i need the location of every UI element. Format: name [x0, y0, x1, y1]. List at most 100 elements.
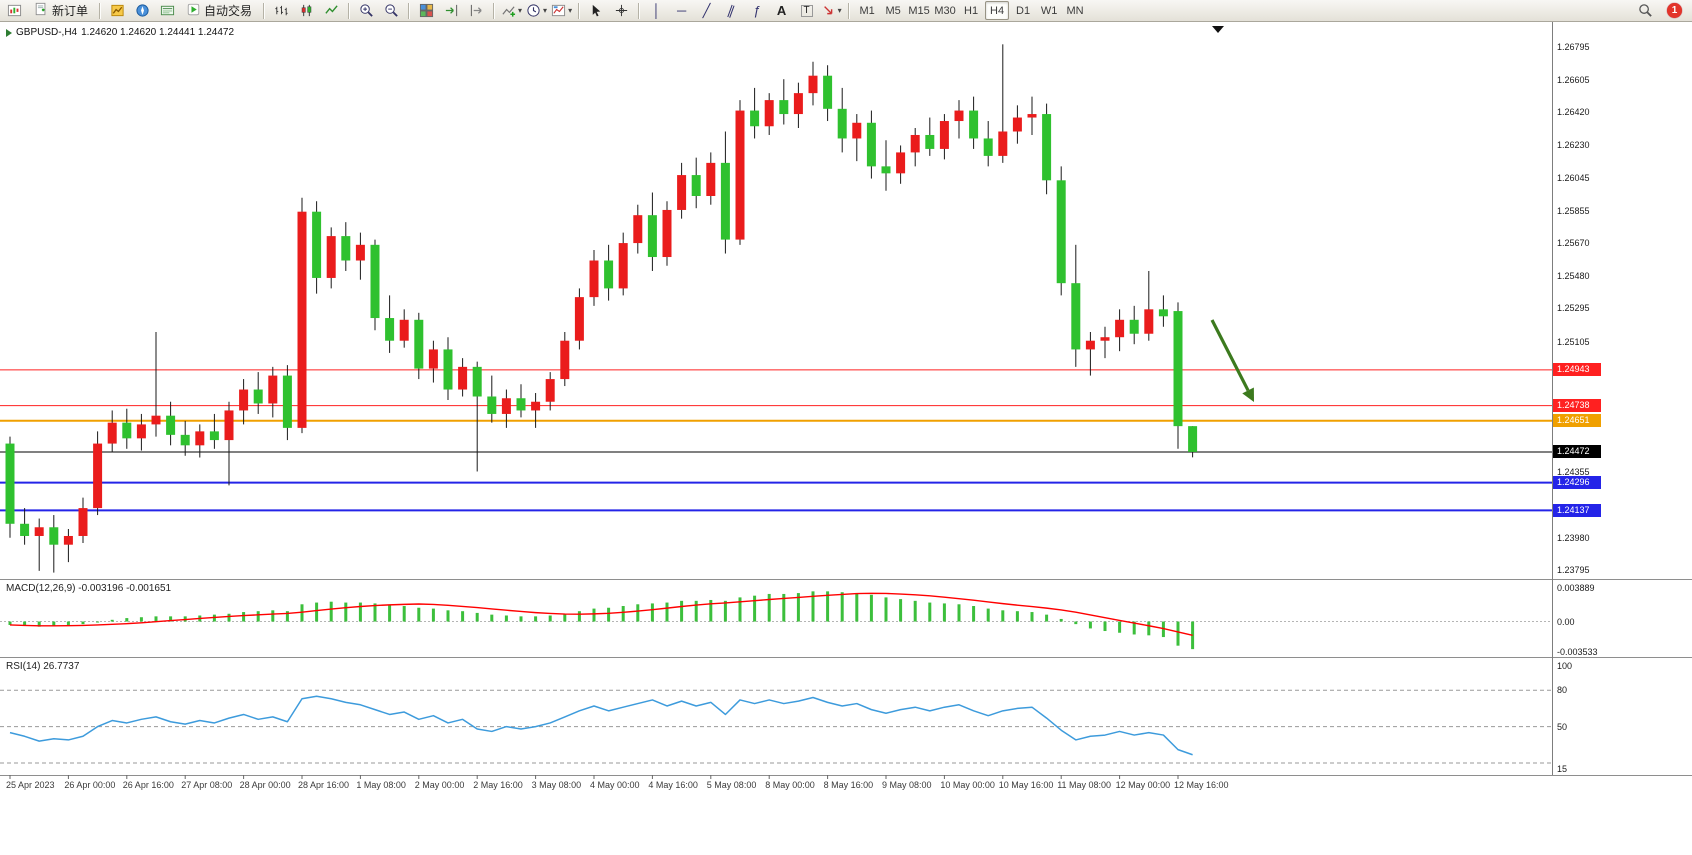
vertical-line-icon[interactable]: │ [652, 3, 661, 18]
macd-histogram [8, 591, 1195, 650]
tile-windows-icon[interactable] [415, 0, 438, 21]
trendline-icon[interactable]: ╱ [702, 3, 711, 18]
candle-body [326, 236, 336, 278]
candle-body [5, 443, 15, 524]
search-icon[interactable] [1634, 0, 1657, 21]
candle-body [385, 318, 395, 341]
text-label-icon[interactable]: T [795, 0, 818, 21]
candle-body [268, 375, 278, 404]
candle-body [78, 508, 88, 536]
autotrading-button[interactable]: 自动交易 [181, 1, 258, 20]
candle-body [312, 211, 322, 278]
chart-stage: GBPUSD-,H4 1.24620 1.24620 1.24441 1.244… [0, 22, 1692, 855]
candle-body [20, 523, 30, 536]
rsi-line [9, 695, 1193, 756]
separator [408, 2, 411, 19]
timeframe-w1-button[interactable]: W1 [1037, 1, 1061, 20]
auto-scroll-icon[interactable] [440, 0, 463, 21]
templates-menu-button[interactable]: ▾ [550, 0, 573, 21]
timeframe-mn-button[interactable]: MN [1063, 1, 1087, 20]
candle-body [487, 396, 497, 414]
candle-body [969, 110, 979, 139]
candle-body [1012, 117, 1022, 132]
candle-body [866, 122, 876, 167]
candle-body [1173, 311, 1183, 427]
timeframe-d1-button[interactable]: D1 [1011, 1, 1035, 20]
candle-body [224, 410, 234, 441]
candle-body [633, 215, 643, 244]
zoom-out-icon[interactable] [380, 0, 403, 21]
candle-body [34, 527, 44, 536]
candle-body [618, 243, 628, 289]
candle-body [1085, 340, 1095, 350]
candle-body [516, 398, 526, 411]
timeframe-m1-button[interactable]: M1 [855, 1, 879, 20]
candle-body [63, 535, 73, 545]
cursor-icon[interactable] [585, 0, 608, 21]
candle-body [779, 100, 789, 115]
candle-body [370, 244, 380, 319]
candle-body [808, 75, 818, 94]
candle-body [414, 319, 424, 369]
chart-shift-marker[interactable] [1212, 26, 1224, 33]
candle-body [896, 152, 906, 174]
candle-body [954, 110, 964, 122]
navigator-icon[interactable] [131, 0, 154, 21]
text-tool-icon[interactable]: A [776, 3, 787, 18]
arrow-annotation[interactable] [1210, 319, 1250, 392]
zoom-in-icon[interactable] [355, 0, 378, 21]
fibonacci-icon[interactable]: ƒ [752, 3, 761, 18]
candle-body [1129, 319, 1139, 334]
candle-body [458, 366, 468, 390]
candle-body [1100, 337, 1110, 341]
equidistant-channel-icon[interactable]: ∥ [725, 2, 738, 19]
timeframe-m5-button[interactable]: M5 [881, 1, 905, 20]
candle-body [998, 131, 1008, 156]
candle-body [282, 375, 292, 428]
chart-canvas[interactable] [0, 22, 1692, 855]
timeframe-h1-button[interactable]: H1 [959, 1, 983, 20]
crosshair-icon[interactable] [610, 0, 633, 21]
timeframe-m15-button[interactable]: M15 [907, 1, 931, 20]
candle-body [443, 349, 453, 390]
arrow-annotation-head[interactable] [1242, 387, 1254, 402]
new-chart-icon[interactable] [3, 0, 26, 21]
new-order-button[interactable]: 新订单 [28, 1, 94, 20]
terminal-icon[interactable] [156, 0, 179, 21]
horizontal-line-icon[interactable]: ─ [676, 3, 687, 18]
periods-menu-button[interactable]: ▾ [525, 0, 548, 21]
timeframe-h4-button[interactable]: H4 [985, 1, 1010, 20]
chevron-down-icon: ▾ [518, 6, 523, 15]
bar-chart-icon[interactable] [270, 0, 293, 21]
chart-shift-icon[interactable] [465, 0, 488, 21]
candle-body [1027, 114, 1037, 118]
candle-body [93, 443, 103, 509]
separator [848, 2, 851, 19]
separator [578, 2, 581, 19]
separator [348, 2, 351, 19]
separator [638, 2, 641, 19]
candle-body [1115, 319, 1125, 338]
candle-body [122, 422, 132, 439]
separator [263, 2, 266, 19]
candle-body [1042, 114, 1052, 181]
line-chart-icon[interactable] [320, 0, 343, 21]
candle-body [662, 209, 672, 258]
market-watch-icon[interactable] [106, 0, 129, 21]
candlestick-chart-icon[interactable] [295, 0, 318, 21]
candle-body [677, 175, 687, 210]
timeframe-m30-button[interactable]: M30 [933, 1, 957, 20]
candle-body [1144, 309, 1154, 334]
candle-body [239, 389, 249, 411]
indicators-menu-button[interactable]: ▾ [500, 0, 523, 21]
candle-body [472, 366, 482, 397]
candle-body [180, 434, 190, 446]
macd-signal-line [9, 592, 1193, 637]
candle-body [750, 110, 760, 127]
candle-body [428, 349, 438, 369]
candle-body [545, 379, 555, 402]
arrows-menu-button[interactable]: ▾ [820, 0, 843, 21]
notification-badge[interactable]: 1 [1667, 3, 1682, 18]
candle-body [195, 431, 205, 446]
